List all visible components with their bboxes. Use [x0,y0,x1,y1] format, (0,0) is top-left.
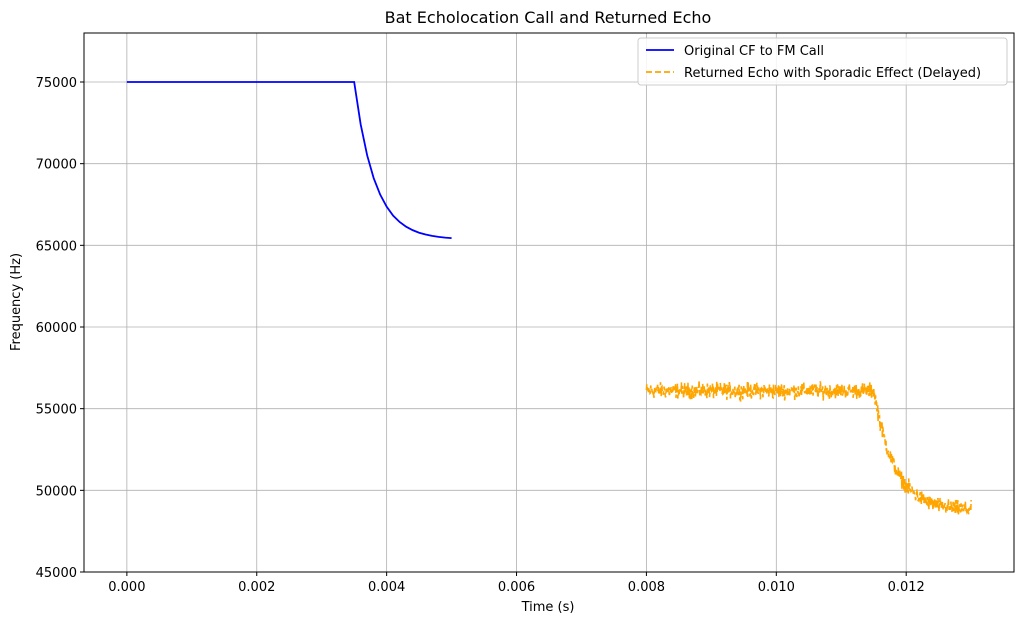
y-axis: 45000 50000 55000 60000 65000 70000 75000 [36,76,84,581]
series-call-line [126,81,452,240]
x-tick-label: 0.010 [758,580,795,595]
y-tick-label: 55000 [36,403,77,418]
x-tick-label: 0.004 [368,580,405,595]
chart-title: Bat Echolocation Call and Returned Echo [385,8,712,27]
y-tick-label: 70000 [36,158,77,173]
x-tick-label: 0.012 [888,580,925,595]
x-tick-label: 0.000 [108,580,145,595]
grid [84,33,1014,573]
x-tick-label: 0.002 [238,580,275,595]
y-tick-label: 75000 [36,76,77,91]
series-lines [126,81,972,515]
x-tick-label: 0.006 [498,580,535,595]
y-tick-label: 65000 [36,239,77,254]
series-echo-line [645,380,972,515]
y-tick-label: 60000 [36,321,77,336]
legend-box [637,37,1008,86]
legend: Original CF to FM Call Returned Echo wit… [637,37,1008,86]
y-axis-label: Frequency (Hz) [9,253,24,351]
plot-frame [83,32,1015,573]
legend-label-call: Original CF to FM Call [684,44,824,59]
x-axis: 0.000 0.002 0.004 0.006 0.008 0.010 0.012 [108,572,925,595]
y-tick-label: 50000 [36,484,77,499]
legend-label-echo: Returned Echo with Sporadic Effect (Dela… [684,66,981,81]
x-tick-label: 0.008 [628,580,665,595]
x-axis-label: Time (s) [521,600,575,615]
y-tick-label: 45000 [36,566,77,581]
